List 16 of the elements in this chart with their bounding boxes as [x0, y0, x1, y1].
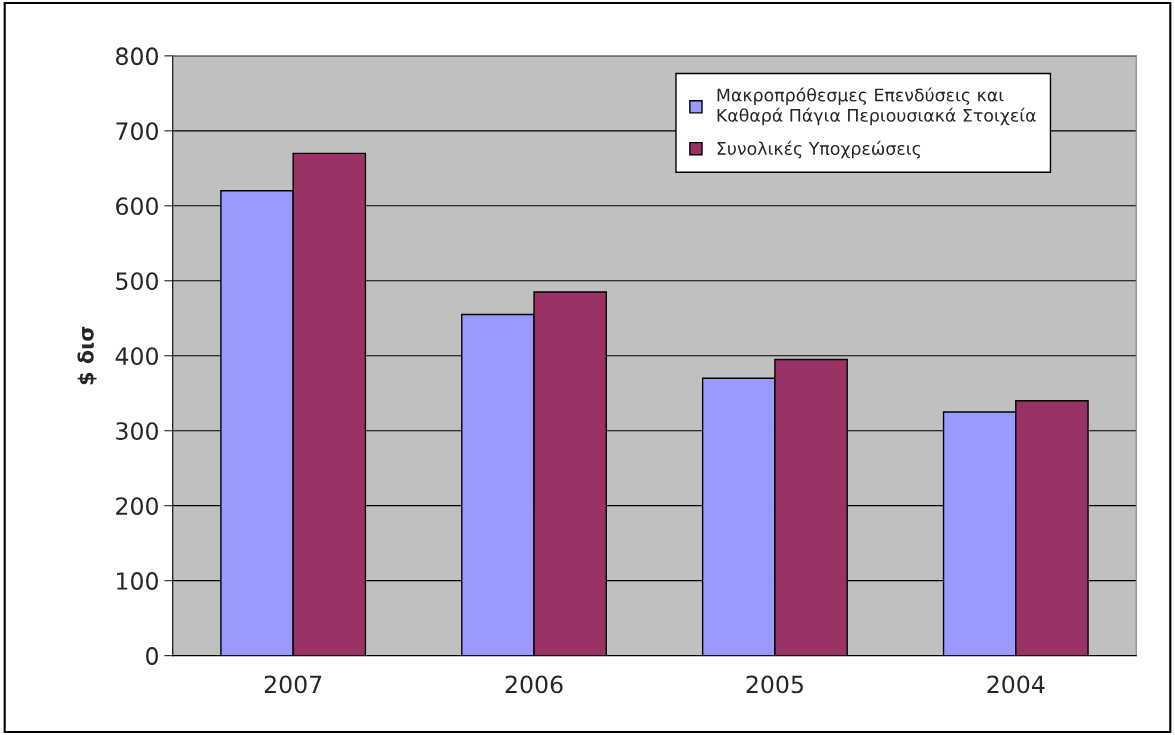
x-tick-label: 2006 — [505, 675, 563, 694]
x-tick-label: 2004 — [987, 675, 1045, 694]
y-tick-label: 500 — [116, 272, 158, 291]
y-tick-label: 300 — [116, 422, 158, 441]
legend-label: Μακροπρόθεσμες Επενδύσεις και Καθαρά Πάγια Περιουσιακά Στοιχεία — [717, 87, 1036, 126]
y-tick-label: 200 — [116, 497, 158, 515]
y-tick-label: 700 — [116, 122, 158, 141]
x-tick-label: 2007 — [264, 675, 322, 694]
legend-label: Συνολικές Υποχρεώσεις — [717, 140, 921, 159]
x-tick-label: 2005 — [746, 675, 803, 694]
y-tick-label: 800 — [116, 47, 158, 66]
y-axis-title: $ δισ — [77, 326, 97, 385]
y-tick-label: 0 — [146, 647, 158, 665]
y-tick-label: 600 — [116, 197, 158, 216]
y-tick-label: 100 — [117, 572, 158, 590]
y-tick-label: 400 — [115, 347, 158, 366]
